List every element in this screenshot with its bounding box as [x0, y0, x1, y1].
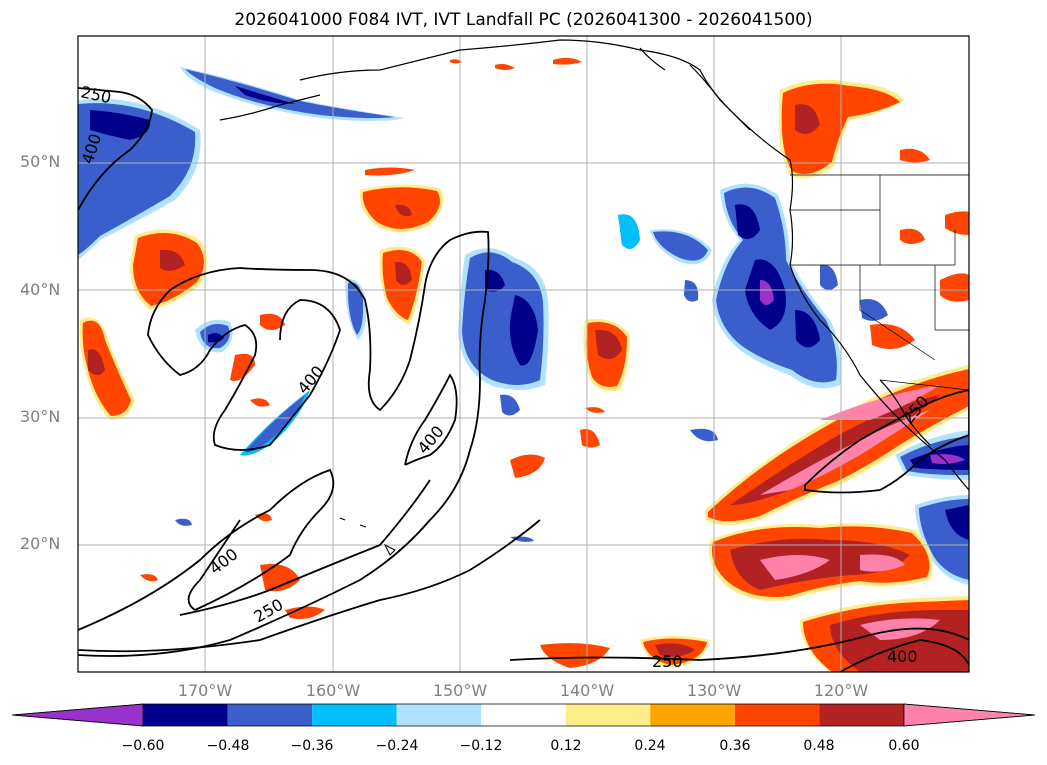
lat-label-30n: 30°N: [20, 407, 61, 426]
lat-label-50n: 50°N: [20, 152, 61, 171]
colorbar-segment: [143, 704, 228, 726]
colorbar-segment: [819, 704, 904, 726]
lon-label-120w: 120°W: [813, 681, 869, 700]
colorbar-tick: 0.60: [888, 738, 920, 754]
contour-label: 250: [251, 595, 287, 627]
colorbar-outline: [11, 703, 1036, 727]
state-borders: [790, 174, 969, 391]
hawaii-islands: [339, 517, 396, 556]
aleutian-negative-strip: [180, 67, 405, 121]
colorbar-tick: −0.60: [121, 738, 165, 754]
colorbar-segment: [396, 704, 482, 726]
colorbar-segment: [565, 704, 651, 726]
colorbar-segment: [650, 704, 735, 726]
colorbar-tick: −0.12: [459, 738, 503, 754]
negative-ivt-regions: [78, 67, 969, 585]
colorbar-left-extend: [11, 703, 144, 727]
contour-label: 250: [652, 652, 683, 671]
colorbar-tick: 0.12: [550, 738, 582, 754]
lat-label-20n: 20°N: [20, 534, 61, 553]
lat-label-40n: 40°N: [20, 280, 61, 299]
contour-label: 400: [414, 422, 448, 458]
colorbar-right-extend: [903, 703, 1036, 727]
colorbar-tick: 0.36: [719, 738, 751, 754]
graticule: [78, 36, 969, 672]
contour-label: 400: [294, 362, 328, 398]
lon-label-170w: 170°W: [177, 681, 233, 700]
colorbar-segment: [227, 704, 313, 726]
colorbar-segment: [312, 704, 397, 726]
colorbar-tick: 0.48: [803, 738, 835, 754]
lon-label-140w: 140°W: [559, 681, 615, 700]
ivt-contours: [78, 87, 969, 672]
map-frame: [77, 35, 970, 673]
map-title: 2026041000 F084 IVT, IVT Landfall PC (20…: [234, 10, 813, 30]
ivt-fields: 250 400 400 400 400 250 250 250 400: [78, 36, 969, 672]
colorbar-tick: −0.36: [290, 738, 334, 754]
colorbar: [11, 703, 1036, 727]
lon-label-160w: 160°W: [305, 681, 361, 700]
colorbar-tick: −0.24: [375, 738, 419, 754]
colorbar-segment: [734, 704, 820, 726]
colorbar-tick: 0.24: [634, 738, 666, 754]
contour-label: 400: [887, 647, 918, 666]
colorbar-segment: [481, 704, 566, 726]
colorbar-tick: −0.48: [206, 738, 250, 754]
lon-label-130w: 130°W: [686, 681, 742, 700]
lon-label-150w: 150°W: [432, 681, 488, 700]
